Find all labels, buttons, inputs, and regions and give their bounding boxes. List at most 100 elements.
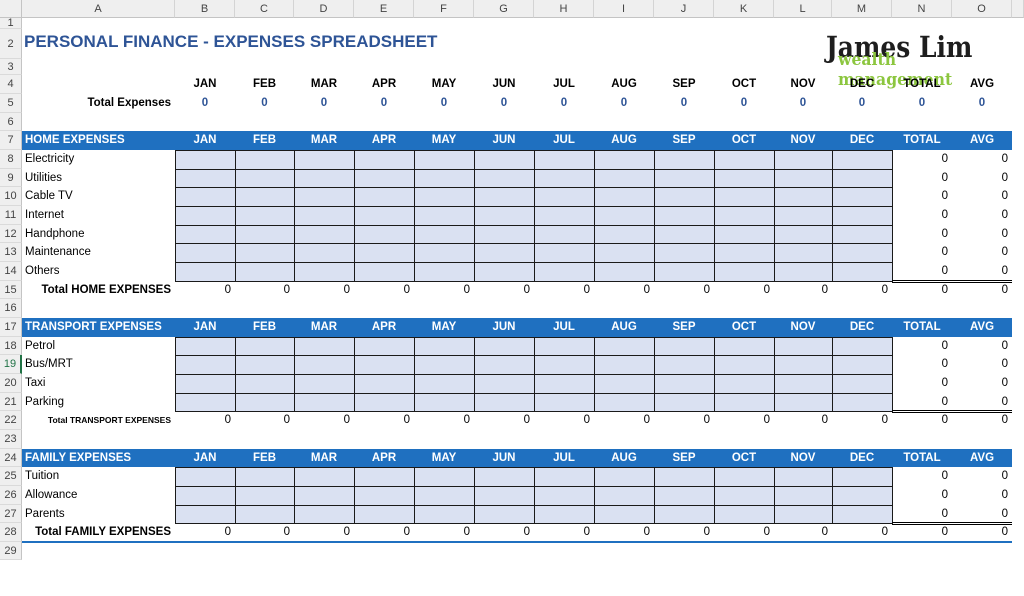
row-header-12[interactable]: 12 [0, 225, 22, 243]
expense-input-cell[interactable] [714, 225, 775, 244]
column-header-k[interactable]: K [714, 0, 774, 18]
expense-input-cell[interactable] [534, 169, 595, 188]
expense-input-cell[interactable] [534, 206, 595, 226]
expense-input-cell[interactable] [414, 262, 475, 282]
expense-input-cell[interactable] [235, 150, 295, 170]
expense-input-cell[interactable] [414, 374, 475, 394]
expense-input-cell[interactable] [175, 187, 236, 207]
expense-input-cell[interactable] [414, 225, 475, 244]
column-header-b[interactable]: B [175, 0, 235, 18]
expense-input-cell[interactable] [354, 374, 415, 394]
expense-input-cell[interactable] [294, 467, 355, 487]
expense-input-cell[interactable] [354, 467, 415, 487]
column-header-h[interactable]: H [534, 0, 594, 18]
expense-input-cell[interactable] [474, 337, 535, 356]
expense-input-cell[interactable] [594, 355, 655, 375]
row-header-14[interactable]: 14 [0, 262, 22, 281]
expense-input-cell[interactable] [354, 206, 415, 226]
expense-input-cell[interactable] [474, 262, 535, 282]
column-header-c[interactable]: C [235, 0, 294, 18]
expense-input-cell[interactable] [474, 206, 535, 226]
expense-input-cell[interactable] [294, 337, 355, 356]
expense-input-cell[interactable] [774, 467, 833, 487]
expense-input-cell[interactable] [414, 243, 475, 263]
expense-input-cell[interactable] [654, 169, 715, 188]
expense-input-cell[interactable] [294, 355, 355, 375]
expense-input-cell[interactable] [654, 467, 715, 487]
section-title-family[interactable]: FAMILY EXPENSES [25, 452, 132, 464]
expense-item-label[interactable]: Electricity [25, 153, 75, 165]
expense-input-cell[interactable] [294, 262, 355, 282]
expense-input-cell[interactable] [474, 243, 535, 263]
expense-input-cell[interactable] [414, 505, 475, 524]
expense-input-cell[interactable] [414, 355, 475, 375]
expense-input-cell[interactable] [294, 169, 355, 188]
expense-input-cell[interactable] [474, 374, 535, 394]
expense-item-label[interactable]: Cable TV [25, 190, 73, 202]
expense-input-cell[interactable] [594, 243, 655, 263]
expense-input-cell[interactable] [832, 150, 893, 170]
expense-input-cell[interactable] [175, 243, 236, 263]
expense-item-label[interactable]: Handphone [25, 228, 85, 240]
expense-input-cell[interactable] [774, 225, 833, 244]
expense-input-cell[interactable] [474, 393, 535, 412]
expense-input-cell[interactable] [175, 337, 236, 356]
expense-input-cell[interactable] [654, 225, 715, 244]
expense-input-cell[interactable] [294, 505, 355, 524]
expense-input-cell[interactable] [414, 169, 475, 188]
expense-input-cell[interactable] [534, 505, 595, 524]
expense-input-cell[interactable] [354, 225, 415, 244]
row-header-6[interactable]: 6 [0, 113, 22, 131]
row-header-16[interactable]: 16 [0, 299, 22, 318]
expense-input-cell[interactable] [235, 262, 295, 282]
expense-input-cell[interactable] [354, 337, 415, 356]
expense-input-cell[interactable] [774, 150, 833, 170]
column-header-n[interactable]: N [892, 0, 952, 18]
column-header-a[interactable]: A [22, 0, 175, 18]
expense-input-cell[interactable] [534, 187, 595, 207]
expense-input-cell[interactable] [594, 262, 655, 282]
expense-input-cell[interactable] [654, 486, 715, 506]
expense-input-cell[interactable] [714, 337, 775, 356]
expense-input-cell[interactable] [175, 486, 236, 506]
expense-input-cell[interactable] [654, 337, 715, 356]
expense-input-cell[interactable] [414, 467, 475, 487]
row-header-5[interactable]: 5 [0, 94, 22, 113]
expense-input-cell[interactable] [534, 150, 595, 170]
expense-input-cell[interactable] [774, 337, 833, 356]
column-header-overflow[interactable] [1012, 0, 1024, 18]
expense-input-cell[interactable] [534, 355, 595, 375]
expense-input-cell[interactable] [534, 393, 595, 412]
row-header-24[interactable]: 24 [0, 449, 22, 467]
expense-input-cell[interactable] [294, 393, 355, 412]
expense-item-label[interactable]: Petrol [25, 340, 56, 352]
section-title-home[interactable]: HOME EXPENSES [25, 134, 125, 146]
expense-input-cell[interactable] [534, 374, 595, 394]
expense-input-cell[interactable] [654, 355, 715, 375]
expense-input-cell[interactable] [354, 355, 415, 375]
expense-input-cell[interactable] [594, 467, 655, 487]
expense-input-cell[interactable] [832, 169, 893, 188]
expense-input-cell[interactable] [594, 187, 655, 207]
expense-input-cell[interactable] [832, 225, 893, 244]
expense-input-cell[interactable] [474, 355, 535, 375]
expense-input-cell[interactable] [354, 486, 415, 506]
expense-input-cell[interactable] [714, 374, 775, 394]
expense-input-cell[interactable] [774, 187, 833, 207]
row-header-20[interactable]: 20 [0, 374, 22, 393]
expense-input-cell[interactable] [235, 225, 295, 244]
expense-input-cell[interactable] [594, 486, 655, 506]
expense-input-cell[interactable] [654, 187, 715, 207]
expense-input-cell[interactable] [414, 337, 475, 356]
expense-input-cell[interactable] [354, 187, 415, 207]
expense-input-cell[interactable] [714, 206, 775, 226]
expense-input-cell[interactable] [654, 206, 715, 226]
expense-input-cell[interactable] [294, 225, 355, 244]
expense-input-cell[interactable] [774, 355, 833, 375]
row-header-18[interactable]: 18 [0, 337, 22, 355]
expense-item-label[interactable]: Tuition [25, 470, 60, 482]
expense-input-cell[interactable] [832, 374, 893, 394]
expense-input-cell[interactable] [235, 337, 295, 356]
column-header-d[interactable]: D [294, 0, 354, 18]
column-header-i[interactable]: I [594, 0, 654, 18]
